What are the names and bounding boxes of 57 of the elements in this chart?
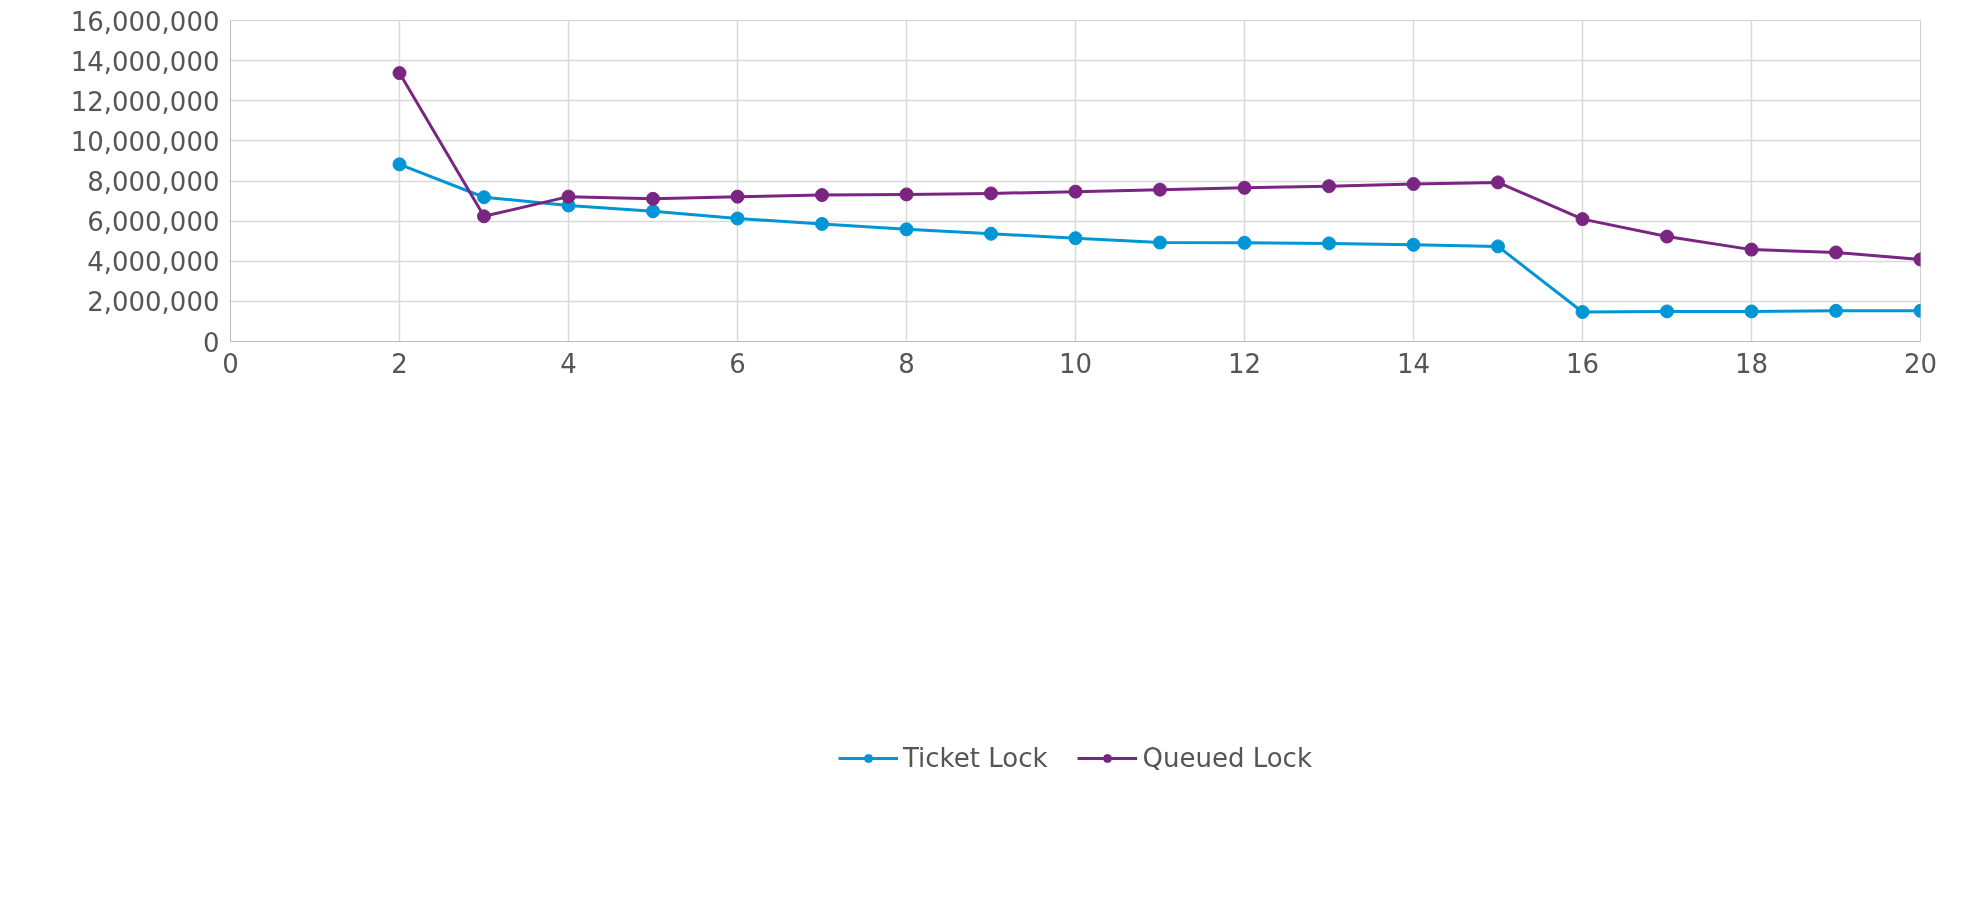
x-tick-label: 18: [1734, 348, 1769, 379]
point: [1491, 175, 1505, 190]
point: [984, 226, 998, 241]
point: [1322, 236, 1336, 251]
point: [1237, 235, 1252, 250]
x-tick-label: 16: [1565, 348, 1600, 379]
y-tick-label: 10,000,000: [70, 126, 220, 157]
point: [561, 189, 576, 204]
y-tick-label: 8,000,000: [87, 167, 220, 197]
point: [899, 187, 914, 202]
point: [1153, 235, 1167, 250]
point: [1660, 229, 1674, 244]
point: [730, 211, 745, 226]
point: [1744, 242, 1759, 257]
point: [1744, 304, 1759, 319]
legend-label: Queued Lock: [1142, 742, 1312, 773]
x-tick-label: 12: [1227, 348, 1262, 379]
point: [1237, 180, 1252, 195]
point: [1406, 177, 1421, 191]
point: [899, 222, 914, 237]
y-tick-label: 2,000,000: [87, 287, 220, 318]
x-tick-label: 10: [1058, 348, 1093, 379]
x-tick-label: 4: [560, 348, 577, 379]
point: [1575, 305, 1590, 319]
y-tick-label: 4,000,000: [87, 247, 220, 278]
y-tick-label: 16,000,000: [70, 6, 220, 37]
point: [392, 157, 407, 172]
point: [1829, 303, 1843, 318]
point: [1068, 184, 1083, 199]
point: [646, 204, 660, 219]
point: [1322, 179, 1336, 194]
point: [477, 209, 491, 224]
x-tick-label: 8: [898, 348, 915, 379]
point: [477, 190, 491, 205]
y-tick-label: 6,000,000: [87, 207, 220, 238]
point: [646, 191, 660, 206]
point: [815, 216, 829, 231]
x-tick-label: 0: [222, 348, 239, 379]
point: [392, 66, 407, 81]
x-tick-label: 2: [391, 348, 408, 379]
point: [1491, 239, 1505, 254]
x-tick-label: 6: [729, 348, 746, 379]
point: [730, 189, 745, 204]
x-tick-label: 20: [1903, 348, 1938, 379]
y-tick-label: 0: [202, 327, 220, 358]
point: [1068, 231, 1083, 246]
point: [1153, 182, 1167, 197]
y-tick-label: 14,000,000: [70, 46, 220, 77]
point: [1829, 245, 1843, 260]
legend-label: Ticket Lock: [903, 742, 1048, 773]
point: [984, 186, 998, 201]
point: [1660, 304, 1674, 319]
point: [1406, 237, 1421, 252]
y-tick-label: 12,000,000: [70, 86, 220, 117]
x-tick-label: 14: [1396, 348, 1431, 379]
point: [1575, 212, 1590, 227]
point: [815, 188, 829, 203]
